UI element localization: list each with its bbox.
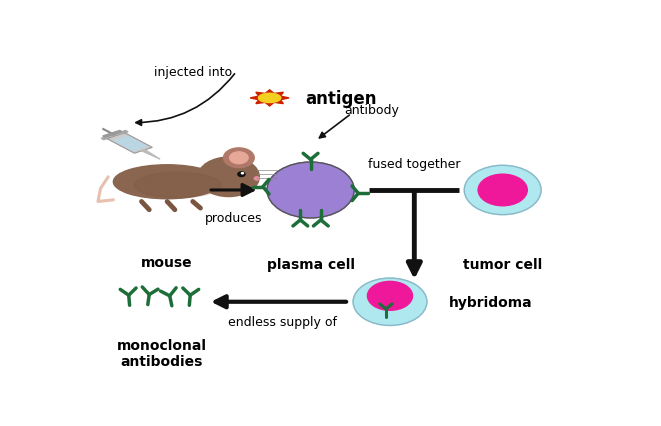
Circle shape (267, 163, 354, 219)
Circle shape (368, 282, 412, 311)
Text: endless supply of: endless supply of (228, 315, 337, 328)
Ellipse shape (258, 94, 281, 104)
Text: antigen: antigen (305, 90, 377, 108)
Text: plasma cell: plasma cell (266, 257, 354, 271)
Polygon shape (141, 150, 160, 160)
Circle shape (353, 279, 427, 325)
Text: antibody: antibody (344, 104, 399, 117)
Text: tumor cell: tumor cell (463, 257, 542, 271)
Circle shape (229, 153, 248, 164)
Circle shape (478, 175, 527, 206)
Text: hybridoma: hybridoma (449, 295, 533, 309)
Text: mouse: mouse (141, 256, 193, 270)
Circle shape (254, 177, 259, 181)
Polygon shape (101, 131, 128, 140)
Polygon shape (250, 91, 289, 107)
Text: fused together: fused together (368, 158, 461, 171)
Polygon shape (107, 133, 152, 154)
Text: produces: produces (205, 212, 262, 225)
Circle shape (241, 173, 243, 175)
Circle shape (464, 166, 541, 215)
Polygon shape (115, 137, 146, 151)
Ellipse shape (134, 173, 221, 199)
Circle shape (238, 173, 245, 177)
Text: injected into: injected into (155, 66, 233, 79)
Text: monoclonal
antibodies: monoclonal antibodies (117, 338, 207, 368)
Polygon shape (102, 131, 122, 138)
Ellipse shape (114, 165, 221, 199)
Circle shape (223, 149, 254, 168)
Circle shape (198, 158, 259, 197)
